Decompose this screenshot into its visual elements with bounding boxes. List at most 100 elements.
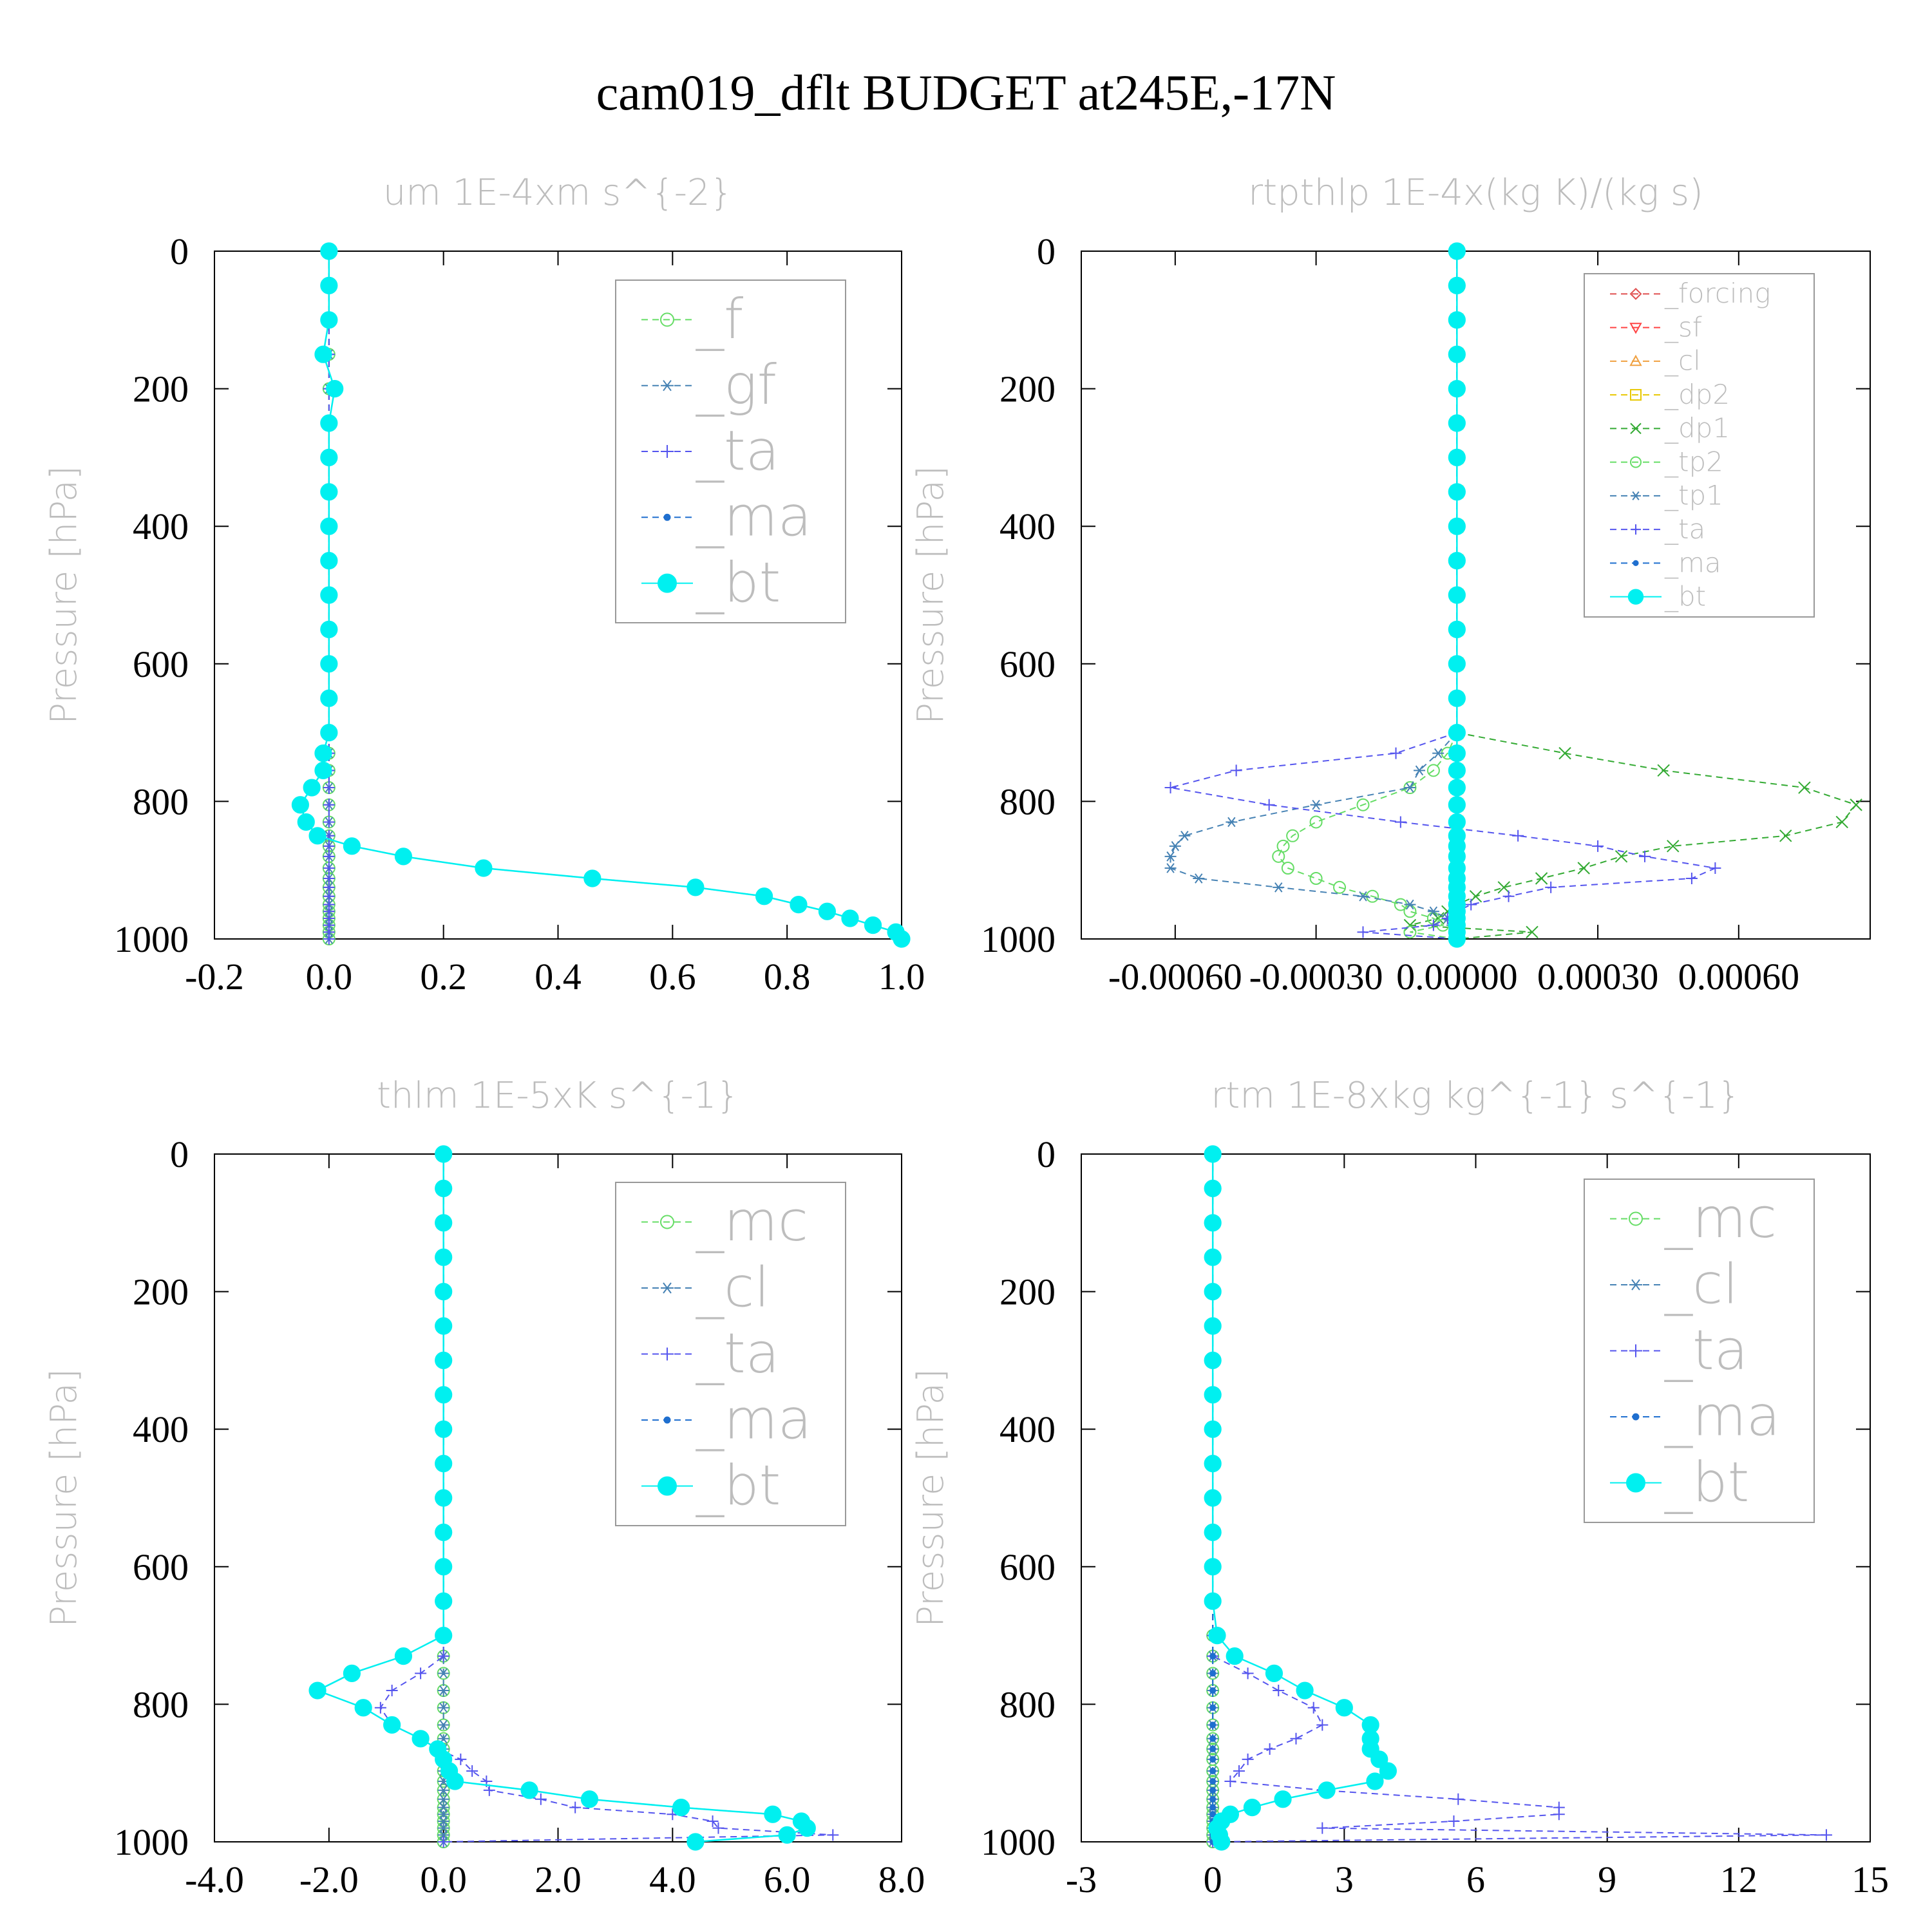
legend-marker (1627, 589, 1644, 605)
data-marker (1448, 796, 1466, 814)
data-marker (1426, 764, 1440, 777)
y-tick-label: 0 (170, 1133, 189, 1175)
data-marker (1512, 829, 1524, 842)
data-marker (415, 1667, 427, 1680)
data-marker (1242, 1667, 1254, 1680)
data-marker (412, 1730, 430, 1748)
x-tick-label: -0.00060 (1108, 956, 1242, 998)
legend-label: _tp1 (1664, 480, 1723, 511)
data-marker (437, 1702, 450, 1713)
data-marker (394, 1647, 413, 1665)
x-tick-label: 0.0 (420, 1859, 467, 1900)
data-marker (1448, 586, 1466, 604)
data-marker (435, 1558, 453, 1576)
data-marker (1209, 1670, 1217, 1677)
data-marker (893, 930, 911, 948)
data-marker (1448, 483, 1466, 501)
legend-marker (1629, 287, 1642, 300)
data-marker (1685, 873, 1698, 885)
x-tick-label: 8.0 (878, 1859, 925, 1900)
y-tick-label: 1000 (114, 918, 189, 960)
data-marker (437, 1668, 450, 1679)
data-marker (1448, 620, 1466, 638)
data-marker (583, 869, 601, 887)
y-tick-label: 400 (999, 1408, 1056, 1450)
data-marker (437, 1685, 450, 1696)
data-marker (386, 1685, 398, 1697)
data-marker (1465, 898, 1477, 911)
data-marker (827, 1829, 839, 1841)
legend-marker (1630, 389, 1642, 401)
data-marker (1394, 816, 1406, 828)
x-tick-label: 6.0 (764, 1859, 811, 1900)
data-marker (437, 1785, 450, 1795)
series-line (299, 251, 902, 940)
data-marker (483, 1784, 495, 1796)
data-marker (314, 744, 332, 762)
panel-title: rtpthlp 1E-4x(kg K)/(kg s) (1248, 172, 1703, 214)
data-marker (1204, 1214, 1222, 1232)
legend-marker (663, 513, 671, 521)
x-tick-label: 3 (1335, 1859, 1354, 1900)
data-marker (320, 655, 338, 673)
x-tick-label: 1.0 (878, 956, 925, 998)
legend-label: _ta (1664, 513, 1705, 545)
data-marker (818, 902, 837, 920)
panel-title: um 1E-4xm s^{-2} (383, 172, 733, 214)
data-marker (1448, 448, 1466, 466)
data-marker (1639, 850, 1651, 862)
data-marker (1379, 1762, 1397, 1780)
y-tick-label: 800 (133, 1683, 189, 1725)
data-marker (435, 1283, 453, 1301)
x-tick-label: 0.0 (306, 956, 353, 998)
data-marker (1553, 1808, 1565, 1821)
data-marker (1204, 1455, 1222, 1473)
data-marker (687, 878, 705, 896)
data-marker (1535, 872, 1548, 885)
data-marker (1592, 840, 1604, 852)
data-marker (435, 1145, 453, 1163)
data-marker (435, 1592, 453, 1610)
figure-title: cam019_dflt BUDGET at245E,-17N (596, 64, 1336, 120)
data-marker (435, 1523, 453, 1541)
data-marker (1208, 1627, 1226, 1645)
data-marker (1204, 1386, 1222, 1404)
data-marker (672, 1799, 690, 1817)
legend-label: _cl (1664, 1252, 1738, 1316)
data-marker (1390, 747, 1402, 759)
data-marker (1426, 911, 1440, 925)
y-tick-label: 1000 (981, 918, 1056, 960)
data-marker (712, 1822, 724, 1834)
panel-title: thlm 1E-5xK s^{-1} (377, 1075, 739, 1117)
data-marker (1309, 872, 1323, 886)
data-marker (435, 1317, 453, 1335)
legend-marker (1629, 1344, 1642, 1358)
y-axis-label: Pressure [hPa] (43, 466, 85, 724)
x-tick-label: -2.0 (299, 1859, 359, 1900)
data-marker (1310, 799, 1322, 810)
y-tick-label: 400 (999, 506, 1056, 547)
data-marker (1448, 345, 1466, 363)
data-marker (1448, 242, 1466, 260)
x-tick-label: 15 (1852, 1859, 1889, 1900)
legend-box (1584, 1179, 1815, 1523)
data-marker (1333, 880, 1347, 894)
legend-marker (1631, 491, 1641, 500)
data-marker (1209, 1795, 1217, 1803)
y-axis-label: Pressure [hPa] (910, 466, 952, 724)
data-marker (1709, 862, 1721, 874)
legend-marker (1629, 1279, 1642, 1291)
data-marker (320, 586, 338, 604)
data-marker (1209, 1653, 1217, 1660)
data-marker (1209, 1745, 1217, 1752)
data-marker (1164, 851, 1177, 862)
data-marker (1204, 1558, 1222, 1576)
y-tick-label: 1000 (981, 1821, 1056, 1863)
data-marker (1667, 840, 1680, 853)
series-line (1278, 251, 1458, 940)
legend-label: _ta (696, 419, 779, 483)
panel-title: rtm 1E-8xkg kg^{-1} s^{-1} (1211, 1075, 1740, 1117)
data-marker (1316, 1719, 1329, 1731)
data-marker (394, 848, 413, 866)
legend-label: _mc (696, 1189, 808, 1254)
